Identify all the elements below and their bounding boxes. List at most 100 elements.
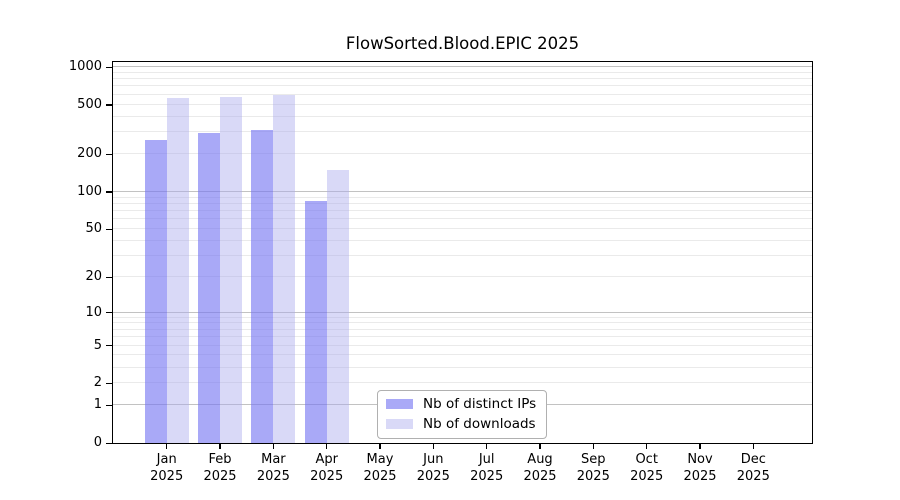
y-tick-label: 20 [85,269,102,285]
y-tick-label: 2 [93,375,102,391]
gridline-minor [113,382,812,384]
x-tick-label-mar: Mar 2025 [238,452,308,485]
legend-label-distinct-ips: Nb of distinct IPs [423,396,537,412]
x-tick-mark [699,443,701,449]
y-tick-mark [106,382,112,385]
gridline-minor [113,228,812,229]
x-tick-year: 2025 [416,468,450,484]
x-tick-label-may: May 2025 [345,452,415,485]
y-tick-mark [106,345,112,347]
gridline-minor [113,354,812,356]
gridline-major [113,66,812,67]
gridline-minor [113,366,812,368]
gridline-minor [113,316,812,318]
gridline-minor [113,153,812,155]
y-tick-mark [106,104,112,106]
gridline-minor [113,71,812,73]
gridline-minor [113,344,812,346]
gridline-minor [113,322,812,324]
gridline-major [113,190,812,192]
y-tick-label: 10 [85,304,102,320]
x-tick-label-sep: Sep 2025 [558,452,628,485]
x-tick-year: 2025 [470,468,504,484]
x-tick-year: 2025 [310,468,344,484]
gridline-minor [113,276,812,278]
bar-distinct-ips-mar [251,129,274,443]
bar-downloads-apr [326,169,349,443]
bar-distinct-ips-apr [304,200,327,443]
bar-downloads-mar [273,94,296,443]
gridline-minor [113,239,812,241]
x-tick-year: 2025 [683,468,717,484]
x-tick-year: 2025 [576,468,610,484]
x-tick-mark [592,443,594,449]
gridline-minor [113,93,812,95]
gridline-minor [113,196,812,198]
legend-item-downloads: Nb of downloads [386,416,536,432]
gridline-minor [113,255,812,257]
y-tick-mark [106,66,112,68]
x-tick-mark [219,443,221,449]
x-tick-label-jan: Jan 2025 [132,452,202,485]
x-tick-mark [379,443,381,449]
x-tick-mark [539,443,541,449]
y-tick-label: 500 [77,96,102,112]
gridline-minor [113,115,812,117]
bar-distinct-ips-feb [198,133,220,443]
x-tick-year: 2025 [150,468,184,484]
gridline-minor [113,210,812,211]
x-tick-mark [646,443,648,449]
x-tick-label-nov: Nov 2025 [665,452,735,485]
y-tick-label: 1 [93,397,102,413]
y-tick-label: 1000 [68,59,102,74]
plot-area: Nb of distinct IPs Nb of downloads [112,61,813,444]
gridline-minor [113,131,812,133]
bar-downloads-feb [220,96,242,443]
y-tick-mark [106,404,112,407]
y-tick-label: 5 [93,337,102,353]
x-tick-year: 2025 [256,468,290,484]
y-tick-label: 0 [93,435,102,450]
x-tick-label-dec: Dec 2025 [718,452,788,485]
x-tick-label-jun: Jun 2025 [398,452,468,485]
legend: Nb of distinct IPs Nb of downloads [377,390,548,439]
gridline-minor [113,328,812,330]
y-tick-mark [106,442,112,444]
legend-item-distinct-ips: Nb of distinct IPs [386,396,536,412]
x-tick-label-oct: Oct 2025 [612,452,682,485]
gridline-major [113,311,812,313]
gridline-minor [113,78,812,80]
y-tick-mark [106,153,112,156]
y-tick-label: 100 [77,183,102,199]
x-tick-label-apr: Apr 2025 [292,452,362,485]
x-tick-mark [486,443,488,449]
legend-label-downloads: Nb of downloads [423,416,536,432]
bar-distinct-ips-jan [144,140,167,443]
y-tick-mark [106,312,112,314]
y-tick-mark [106,191,112,193]
x-tick-mark [272,443,275,449]
distinct-ips-swatch [386,399,413,409]
downloads-swatch [386,419,413,429]
x-tick-mark [752,443,754,449]
gridline-minor [113,103,812,105]
x-tick-year: 2025 [363,468,397,484]
x-tick-year: 2025 [736,468,770,484]
x-tick-label-feb: Feb 2025 [185,452,255,485]
gridline-minor [113,218,812,220]
gridline-minor [113,336,812,338]
x-tick-mark [166,443,168,449]
y-tick-label: 200 [77,146,102,162]
x-tick-label-aug: Aug 2025 [505,452,575,485]
gridline-minor [113,202,812,204]
x-tick-year: 2025 [630,468,664,484]
x-tick-year: 2025 [523,468,557,484]
bar-downloads-jan [166,98,189,443]
y-tick-mark [106,228,112,230]
x-tick-mark [432,443,434,449]
y-tick-mark [106,276,112,279]
chart-title: FlowSorted.Blood.EPIC 2025 [345,34,580,53]
x-tick-year: 2025 [203,468,237,484]
gridline-minor [113,85,812,87]
